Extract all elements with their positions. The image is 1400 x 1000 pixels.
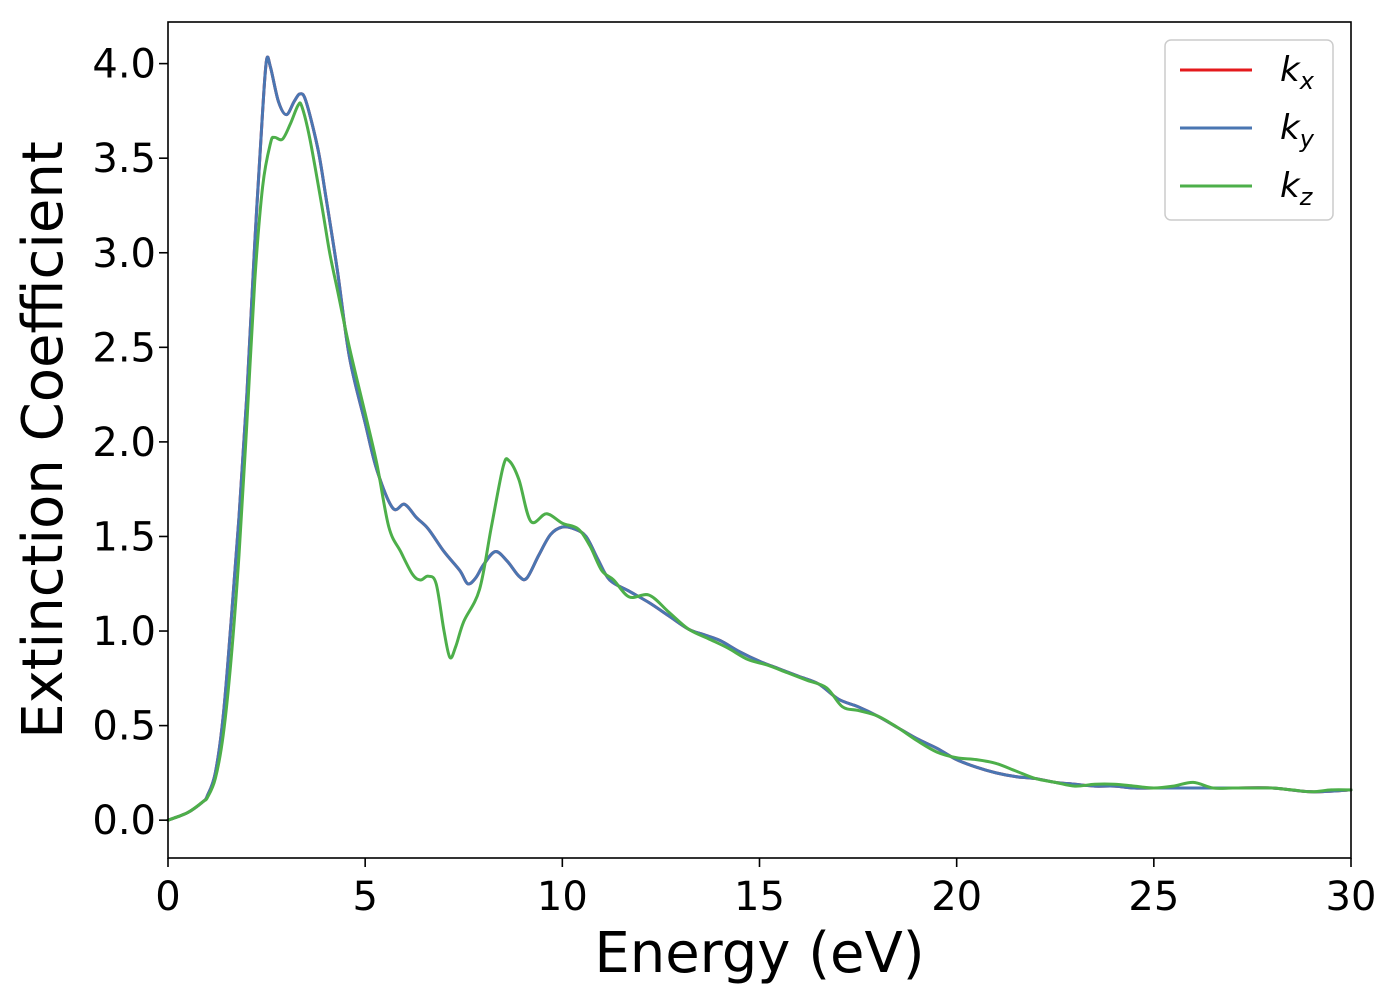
x-tick-label: 5: [352, 874, 377, 920]
x-tick-label: 30: [1326, 874, 1377, 920]
y-tick-label: 2.5: [92, 325, 156, 371]
x-tick-label: 10: [537, 874, 588, 920]
y-axis-label: Extinction Coefficient: [11, 141, 76, 739]
y-tick-label: 2.0: [92, 420, 156, 466]
series-line-y: [166, 55, 1353, 822]
y-tick-label: 3.0: [92, 231, 156, 277]
legend: kx ky kz: [1164, 39, 1334, 221]
legend-label-x: kx: [1280, 50, 1315, 95]
y-tick-label: 1.0: [92, 609, 156, 655]
x-tick-label: 0: [155, 874, 180, 920]
legend-label-y: ky: [1280, 108, 1315, 153]
legend-box: [1164, 39, 1334, 221]
legend-label-z: kz: [1280, 166, 1314, 211]
x-tick-label: 25: [1128, 874, 1179, 920]
y-tick-label: 1.5: [92, 514, 156, 560]
series-line-z: [166, 101, 1353, 822]
y-axis-ticks: 0.0 0.5 1.0 1.5 2.0 2.5 3.0 3.5 4.0: [92, 42, 168, 844]
series-layer: [166, 55, 1353, 822]
y-tick-label: 4.0: [92, 42, 156, 88]
x-axis-label: Energy (eV): [594, 921, 924, 986]
y-tick-label: 0.5: [92, 704, 156, 750]
x-tick-label: 15: [734, 874, 785, 920]
x-tick-label: 20: [931, 874, 982, 920]
y-tick-label: 3.5: [92, 136, 156, 182]
y-tick-label: 0.0: [92, 798, 156, 844]
x-axis-ticks: 0 5 10 15 20 25 30: [155, 858, 1376, 920]
